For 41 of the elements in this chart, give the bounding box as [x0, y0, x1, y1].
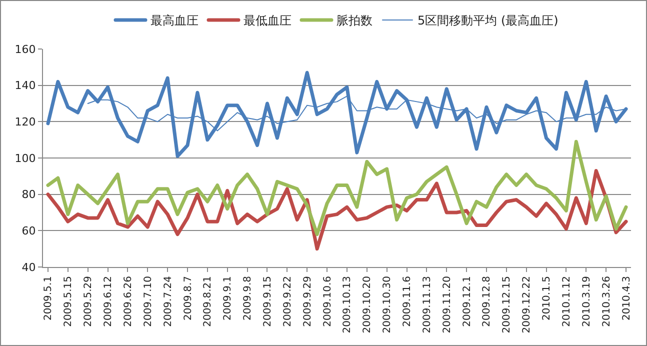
legend-label: 5区間移動平均 (最高血圧): [418, 14, 558, 28]
y-tick-label: 100: [14, 152, 36, 165]
legend-label: 最低血圧: [244, 14, 292, 28]
y-tick-label: 60: [22, 224, 36, 238]
x-tick-label: 2009.11.20: [442, 276, 453, 334]
x-tick-label: 2009.12.22: [522, 276, 533, 334]
x-tick-label: 2009.8.21: [202, 276, 214, 327]
x-tick-label: 2009.6.12: [103, 276, 114, 327]
x-tick-label: 2010.3.19: [581, 276, 592, 327]
y-tick-label: 160: [14, 42, 36, 56]
x-tick-label: 2009.11.6: [402, 276, 414, 327]
x-tick-label: 2009.11.13: [422, 276, 433, 334]
legend-label: 脈拍数: [336, 14, 372, 28]
x-tick-label: 2009.10.13: [342, 276, 354, 334]
x-tick-label: 2009.5.29: [83, 276, 94, 327]
y-tick-label: 140: [14, 79, 36, 92]
x-tick-label: 2009.7.10: [142, 276, 154, 327]
x-tick-label: 2009.9.15: [262, 276, 274, 327]
x-tick-label: 2009.9.22: [282, 276, 294, 327]
x-tick-label: 2009.9.8: [242, 276, 254, 321]
x-tick-label: 2009.5.1: [43, 276, 54, 321]
x-tick-label: 2009.12.8: [482, 276, 493, 327]
x-tick-label: 2009.12.15: [502, 276, 513, 334]
x-tick-label: 2009.10.6: [322, 276, 334, 327]
x-tick-label: 2010.1.5: [542, 276, 553, 321]
legend-label: 最高血圧: [150, 14, 198, 28]
x-tick-label: 2009.10.30: [382, 276, 394, 334]
x-tick-label: 2010.1.12: [561, 276, 572, 327]
x-tick-label: 2009.9.29: [302, 276, 314, 327]
x-tick-label: 2009.8.7: [182, 276, 194, 321]
y-tick-label: 120: [14, 116, 36, 129]
x-tick-label: 2009.5.15: [63, 276, 74, 327]
x-tick-label: 2009.6.26: [122, 276, 134, 327]
x-tick-label: 2010.3.26: [601, 276, 612, 327]
x-tick-label: 2009.12.1: [462, 276, 473, 327]
x-tick-label: 2009.9.1: [222, 276, 234, 321]
y-tick-label: 80: [22, 188, 36, 202]
y-tick-label: 40: [22, 260, 36, 274]
x-tick-label: 2010.4.3: [621, 276, 632, 321]
x-tick-label: 2009.7.24: [162, 276, 174, 327]
x-tick-label: 2009.10.20: [362, 276, 374, 334]
